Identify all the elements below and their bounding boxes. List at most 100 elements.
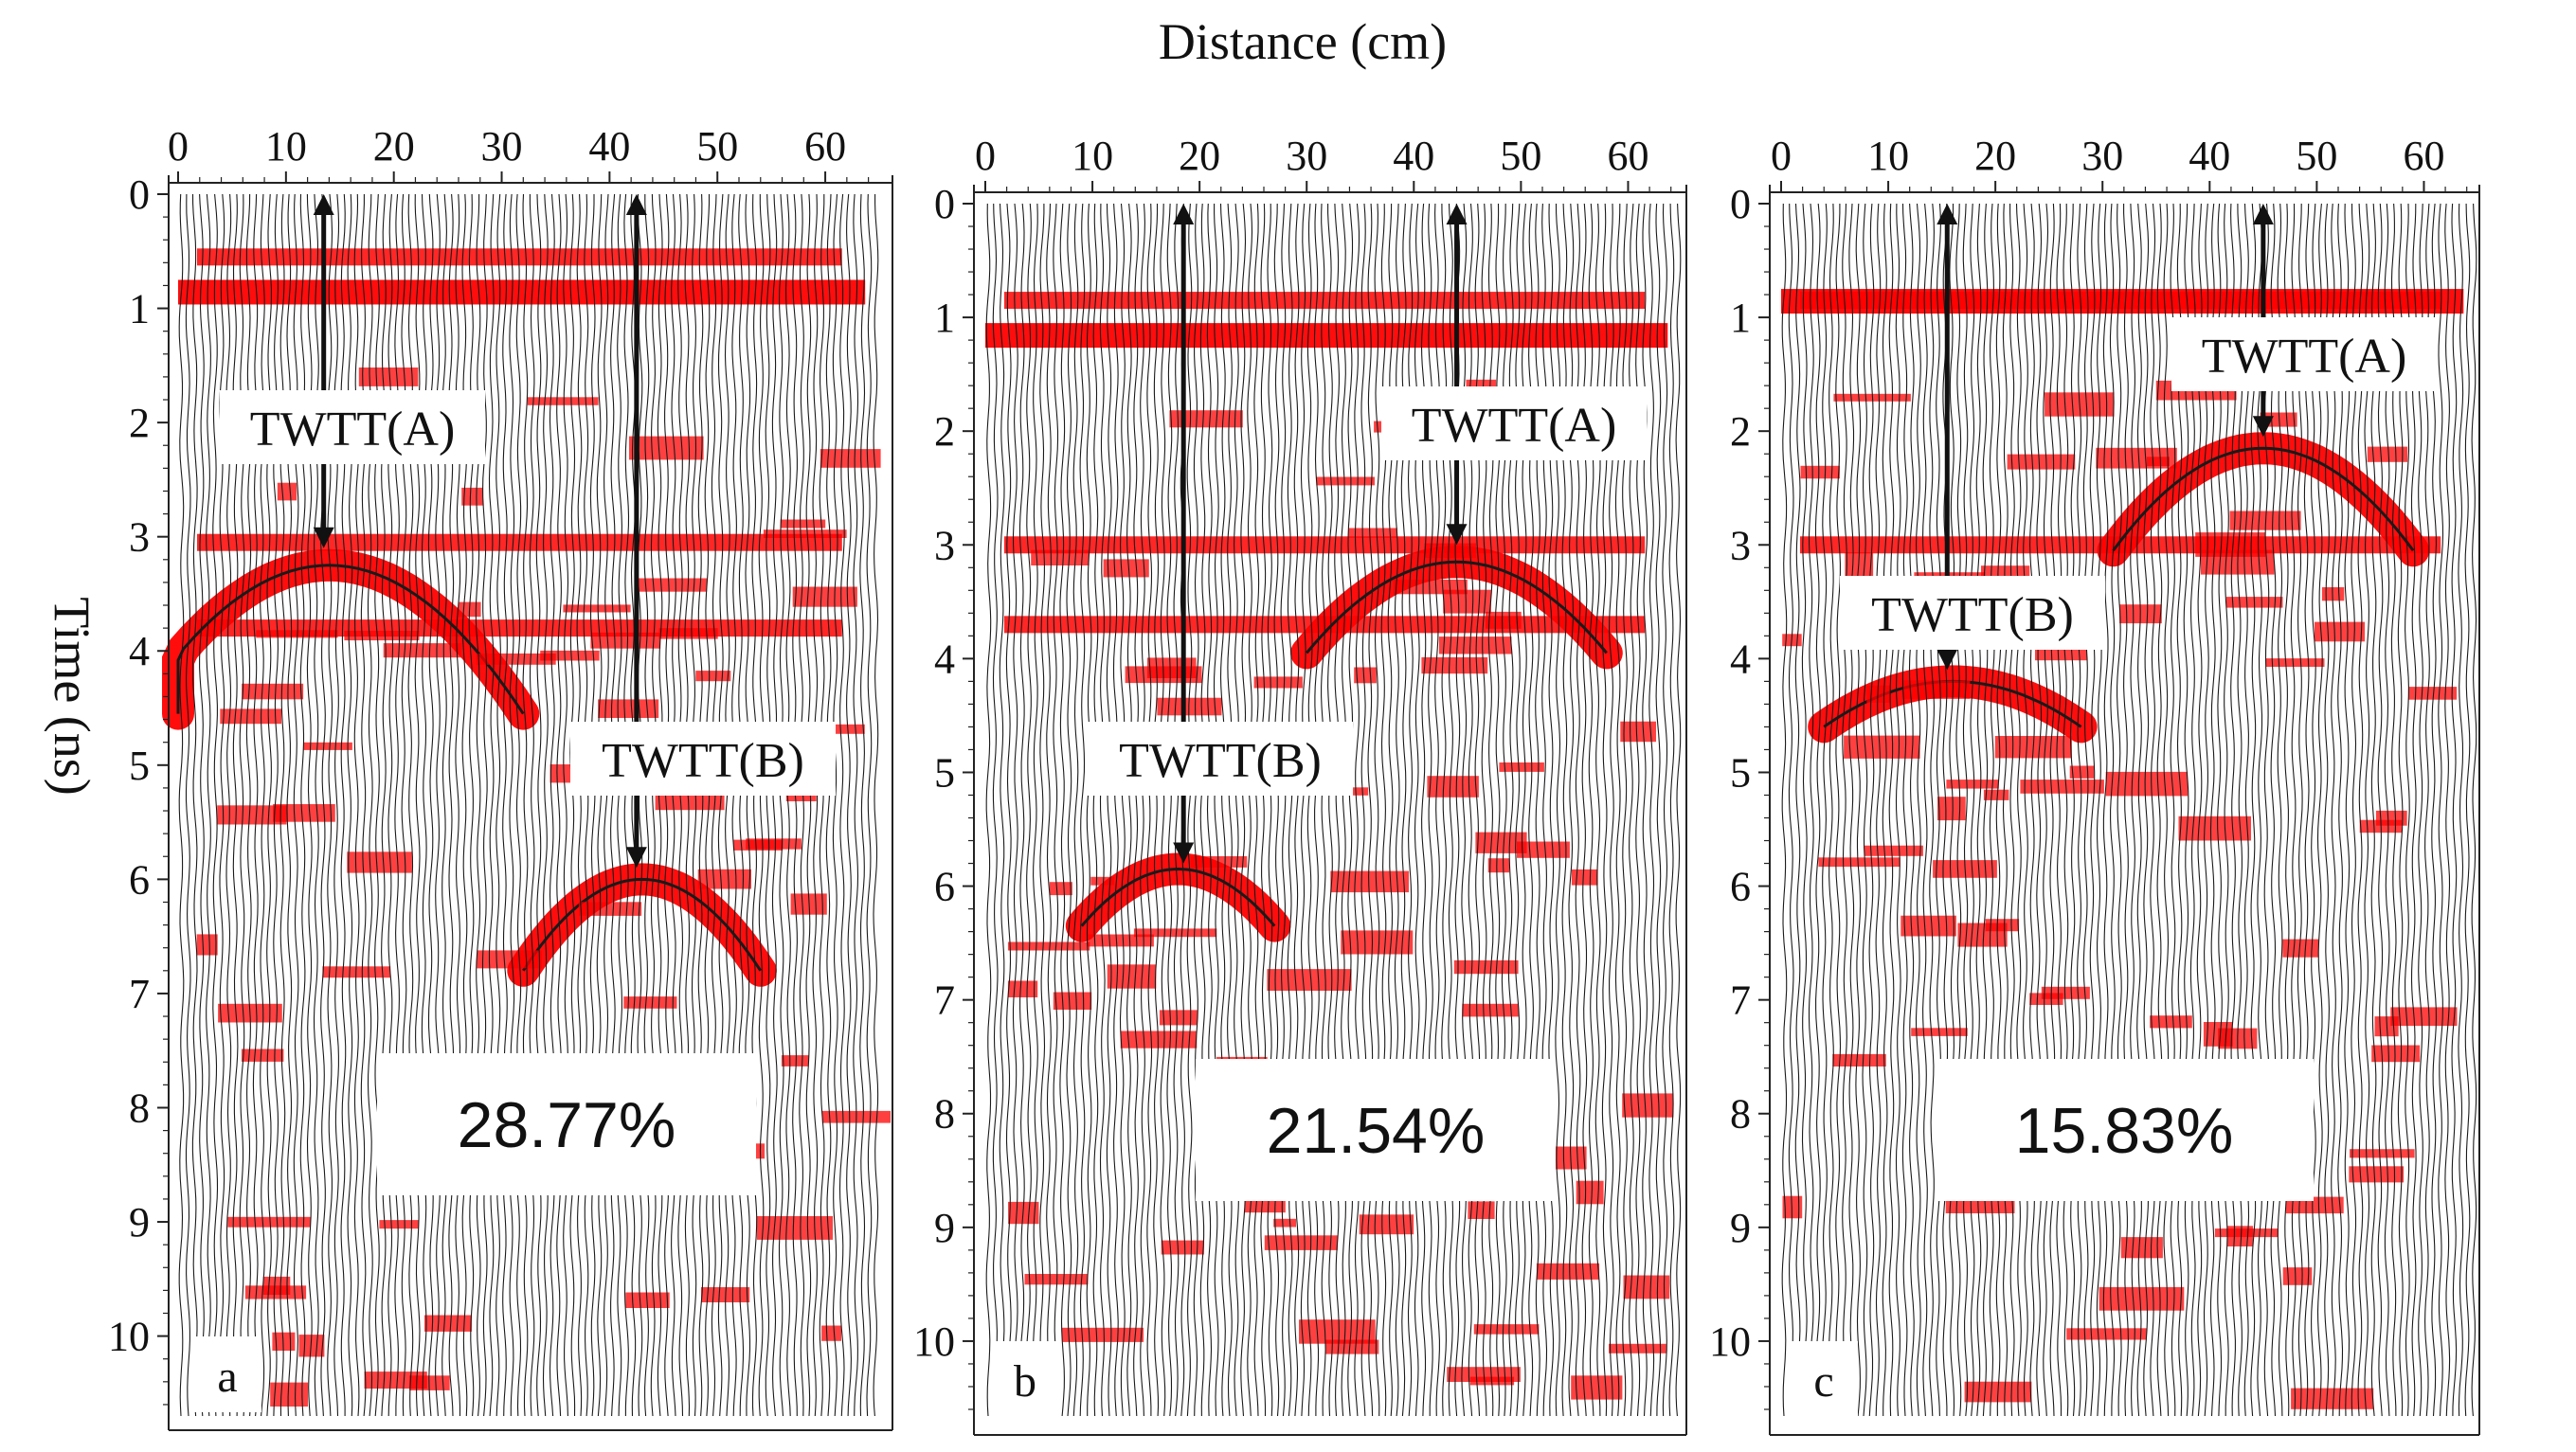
- trace-line: [1005, 203, 1012, 1417]
- trace-line: [2377, 203, 2384, 1417]
- panel-c: 0 10 20 30 40 50 60 0 1 2 3 4 5 6 7 8 9 10 TWTT(A) TWTT(B) 1…: [1709, 133, 2480, 1436]
- trace-line: [2451, 203, 2458, 1417]
- red-patch: [273, 804, 335, 822]
- hyperbola-edge: [1306, 560, 1608, 654]
- y-tick-label: 0: [934, 181, 955, 227]
- red-patch: [1348, 528, 1397, 538]
- twtt-b-arrow-head-bottom: [1937, 649, 1958, 671]
- red-patch: [1487, 858, 1509, 873]
- red-patch: [1359, 1214, 1414, 1235]
- trace-line: [556, 193, 562, 1417]
- red-patch: [1120, 1031, 1198, 1049]
- red-patch: [1159, 1010, 1198, 1026]
- trace-line: [2170, 203, 2176, 1417]
- trace-line: [1287, 203, 1293, 1417]
- trace-line: [1662, 203, 1668, 1417]
- trace-line: [1247, 203, 1253, 1417]
- red-patch: [2315, 621, 2366, 642]
- red-patch: [623, 996, 677, 1009]
- red-patch: [1782, 1195, 1803, 1219]
- red-patch: [476, 653, 556, 665]
- red-patch: [1031, 549, 1090, 565]
- trace-line: [2370, 203, 2377, 1417]
- x-tick-label: 0: [975, 133, 996, 179]
- trace-line: [1781, 203, 1788, 1417]
- trace-line: [1975, 203, 1982, 1417]
- trace-line: [583, 193, 589, 1417]
- y-axis-title: Time (ns): [44, 597, 100, 796]
- trace-line: [2123, 204, 2129, 1417]
- red-patch: [821, 1325, 841, 1341]
- trace-line: [2270, 203, 2277, 1417]
- trace-line: [2043, 203, 2049, 1417]
- trace-line: [778, 193, 784, 1417]
- trace-line: [2257, 203, 2263, 1417]
- trace-line: [199, 193, 205, 1417]
- twtt-b-label: TWTT(B): [1871, 588, 2074, 642]
- y-tick-label: 3: [129, 514, 150, 561]
- moisture-percentage: 15.83%: [2015, 1095, 2234, 1167]
- trace-line: [765, 193, 771, 1417]
- x-tick-label: 60: [2403, 133, 2444, 179]
- y-tick-label: 7: [129, 971, 150, 1017]
- red-patch: [1090, 876, 1114, 886]
- trace-line: [2384, 203, 2390, 1417]
- red-patch: [2099, 1286, 2185, 1311]
- twtt-a-label-box: [2171, 317, 2437, 391]
- trace-line: [2224, 203, 2229, 1416]
- trace-line: [1347, 203, 1354, 1417]
- trace-line: [1908, 203, 1915, 1417]
- trace-line: [1300, 203, 1306, 1417]
- trace-line: [1059, 203, 1066, 1417]
- panel-a: 0 10 20 30 40 50 60 0 1 2 3 4 5 6 7 8 9 10 TWTT(A) TWTT(B) 2…: [108, 123, 893, 1431]
- trace-line: [771, 193, 778, 1417]
- horizontal-reflector: [1800, 292, 2441, 310]
- y-tick-label: 0: [1730, 181, 1751, 227]
- trace-line: [1240, 203, 1247, 1417]
- red-patch: [1499, 762, 1544, 772]
- red-patch: [1800, 465, 1840, 479]
- trace-line: [2130, 203, 2135, 1417]
- trace-line: [2143, 203, 2150, 1417]
- trace-line: [206, 193, 211, 1417]
- red-patch: [1007, 941, 1090, 951]
- trace-line: [1106, 203, 1112, 1417]
- trace-line: [711, 193, 717, 1417]
- trace-line: [212, 193, 219, 1417]
- red-patch: [1473, 1324, 1540, 1335]
- red-patch: [1062, 1327, 1144, 1342]
- trace-line: [1133, 203, 1139, 1417]
- x-tick-label: 20: [373, 123, 415, 170]
- x-tick-label: 10: [1072, 133, 1113, 179]
- y-tick-label: 2: [129, 400, 150, 446]
- trace-line: [2283, 203, 2290, 1417]
- trace-line: [185, 193, 191, 1417]
- red-patch: [695, 671, 731, 682]
- trace-line: [1828, 203, 1834, 1416]
- red-patch: [1818, 857, 1900, 868]
- trace-line: [1206, 203, 1213, 1417]
- trace-line: [691, 193, 697, 1417]
- red-patch: [1103, 559, 1149, 578]
- y-tick-label: 10: [108, 1314, 150, 1360]
- twtt-b-label-box: [1840, 576, 2105, 650]
- red-patch: [563, 604, 631, 613]
- trace-line: [2056, 203, 2063, 1416]
- red-patch: [598, 699, 659, 718]
- trace-line: [2364, 203, 2370, 1417]
- trace-line: [2444, 203, 2451, 1417]
- trace-line: [617, 193, 622, 1417]
- red-patch: [2041, 986, 2090, 999]
- x-tick-label: 30: [2081, 133, 2123, 179]
- trace-line: [535, 193, 542, 1417]
- trace-line: [1119, 203, 1126, 1417]
- x-axis-title: Distance (cm): [1159, 13, 1447, 70]
- red-patch: [2150, 1015, 2192, 1029]
- trace-line: [1267, 203, 1273, 1417]
- moisture-percentage: 21.54%: [1267, 1095, 1486, 1167]
- trace-line: [825, 193, 832, 1417]
- red-patch: [1267, 969, 1352, 991]
- trace-line: [1801, 203, 1808, 1417]
- trace-line: [1929, 203, 1935, 1417]
- trace-line: [1955, 203, 1962, 1417]
